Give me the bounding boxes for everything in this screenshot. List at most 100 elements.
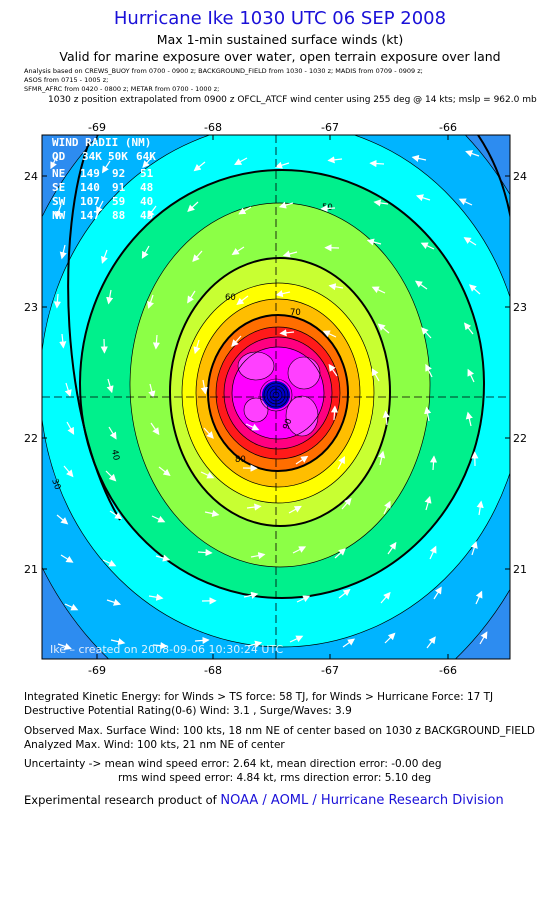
contour-64kt-bold [169,257,391,527]
wind-vector-arrow [152,334,160,350]
wind-vector-arrow [106,289,114,305]
wind-radii-sw-50: 59 [112,195,125,208]
wind-vector-arrow [151,515,166,523]
map-frame [41,134,511,660]
wind-vector-arrow [148,593,164,601]
wind-vector-arrow [278,201,294,209]
analysis-sources-line-1: Analysis based on CREWS_BUOY from 0700 -… [24,67,423,75]
wind-vector-arrow [64,382,72,398]
wind-vector-arrow [475,590,483,605]
dpr-line: Destructive Potential Rating(0-6) Wind: … [24,705,352,717]
wind-radii-se-50: 91 [112,181,126,194]
wind-vector-arrow [147,205,157,218]
wind-radii-ne-50: 92 [112,167,125,180]
wind-vector-arrow [231,246,245,255]
wind-vector-arrow [288,505,302,514]
wind-radii-se: SE [52,181,65,194]
hrd-link[interactable]: NOAA / AOML / Hurricane Research Divisio… [220,793,504,808]
wind-vector-arrow [341,497,352,510]
wind-vector-arrow [383,500,391,515]
contour-label-90: 90 [281,417,294,431]
subtitle-exposure: Valid for marine exposure over water, op… [59,49,501,64]
wind-vector-arrow [380,591,391,604]
wind-vector-arrow [193,339,201,355]
wind-vector-arrow [142,156,153,169]
lat-label-right-23: 23 [513,301,527,314]
lat-label-left-21: 21 [24,563,38,576]
contour-label-40: 40 [109,449,121,461]
wind-contour-field: 30 40 50 60 70 80 90 WIND RADII (NM) QD … [42,135,510,659]
wind-radii-header-qd: QD [52,150,66,163]
wind-vector-arrow [152,642,168,650]
contour-labels: 30 40 50 60 70 80 90 [49,203,333,491]
lon-label-bottom-69: -69 [88,664,106,677]
wind-vector-arrow [247,640,263,648]
wind-vector-arrow [187,290,196,304]
wind-radii-sw-64: 40 [140,195,153,208]
map-footer-text: Ike – created on 2008-09-06 10:30:24 UTC [50,643,284,656]
wind-vector-arrow [411,154,427,162]
contour-34kt-bold-w [67,139,121,521]
contour-band-100-sw [243,397,269,423]
wind-vector-arrow [337,456,346,470]
credit-line: Experimental research product of NOAA / … [24,793,504,808]
wind-radii-ne-64: 51 [140,167,154,180]
wind-vector-arrow [342,638,356,648]
wind-vector-arrow [56,514,69,525]
wind-vector-arrow [458,198,473,206]
wind-vector-arrow [59,333,67,349]
wind-vector-arrow [187,201,199,213]
analysis-sources-line-2: ASOS from 0715 - 1005 z; [24,76,109,84]
wind-vector-arrow [470,540,478,556]
wind-vector-arrow [194,636,210,645]
wind-vector-arrow [234,157,248,166]
wind-vector-arrow [415,194,431,202]
wind-vector-arrow [414,280,428,290]
subtitle-winds: Max 1-min sustained surface winds (kt) [156,32,404,47]
wind-vector-arrow [102,559,117,567]
wind-vector-arrow [57,643,72,650]
uncertainty-line-2: rms wind speed error: 4.84 kt, rms direc… [118,772,432,784]
lon-label-bottom-67: -67 [321,664,339,677]
wind-vector-arrow [150,422,160,436]
wind-vector-arrow [334,548,346,559]
axis-ticks [42,135,510,659]
wind-vector-arrow [425,363,433,378]
contour-label-60: 60 [225,293,236,303]
wind-vector-arrow [378,450,386,466]
wind-radii-nw-64: 45 [140,209,153,222]
wind-vectors [50,150,488,650]
wind-vector-arrow [465,150,480,157]
wind-vector-arrow [243,591,259,599]
wind-vector-arrow [429,545,437,560]
contour-50kt-bold [79,169,485,599]
credit-prefix: Experimental research product of [24,793,217,807]
wind-vector-arrow [463,237,477,246]
contour-label-30: 30 [49,478,62,492]
wind-vector-arrow [328,363,338,377]
wind-vector-arrow [366,238,382,246]
wind-vector-arrow [274,161,290,169]
wind-vector-arrow [204,510,220,518]
wind-vector-arrow [421,327,432,339]
wind-vector-arrow [296,595,311,603]
wind-vector-arrow [197,548,213,557]
wind-radii-header-64k: 64K [136,150,156,163]
wind-vector-arrow [60,554,74,563]
wind-vector-arrow [54,204,62,219]
analyzed-max-line: Analyzed Max. Wind: 100 kts, 21 nm NE of… [24,739,285,751]
wind-vector-arrow [250,552,266,560]
wind-radii-nw-34: 147 [80,209,100,222]
wind-vector-arrow [387,541,397,555]
contour-34kt-bold-ne [477,135,510,220]
wind-vector-arrow [371,368,380,382]
wind-vector-arrow [101,160,111,174]
wind-radii-title: WIND RADII (NM) [52,136,151,149]
wind-radii-sw-34: 107 [80,195,100,208]
wind-vector-arrow [433,586,442,600]
wind-vector-arrow [328,283,344,291]
position-note: 1030 z position extrapolated from 0900 z… [48,95,537,105]
wind-vector-arrow [424,495,432,511]
lat-label-left-24: 24 [24,170,38,183]
wind-vector-arrow [231,335,242,347]
